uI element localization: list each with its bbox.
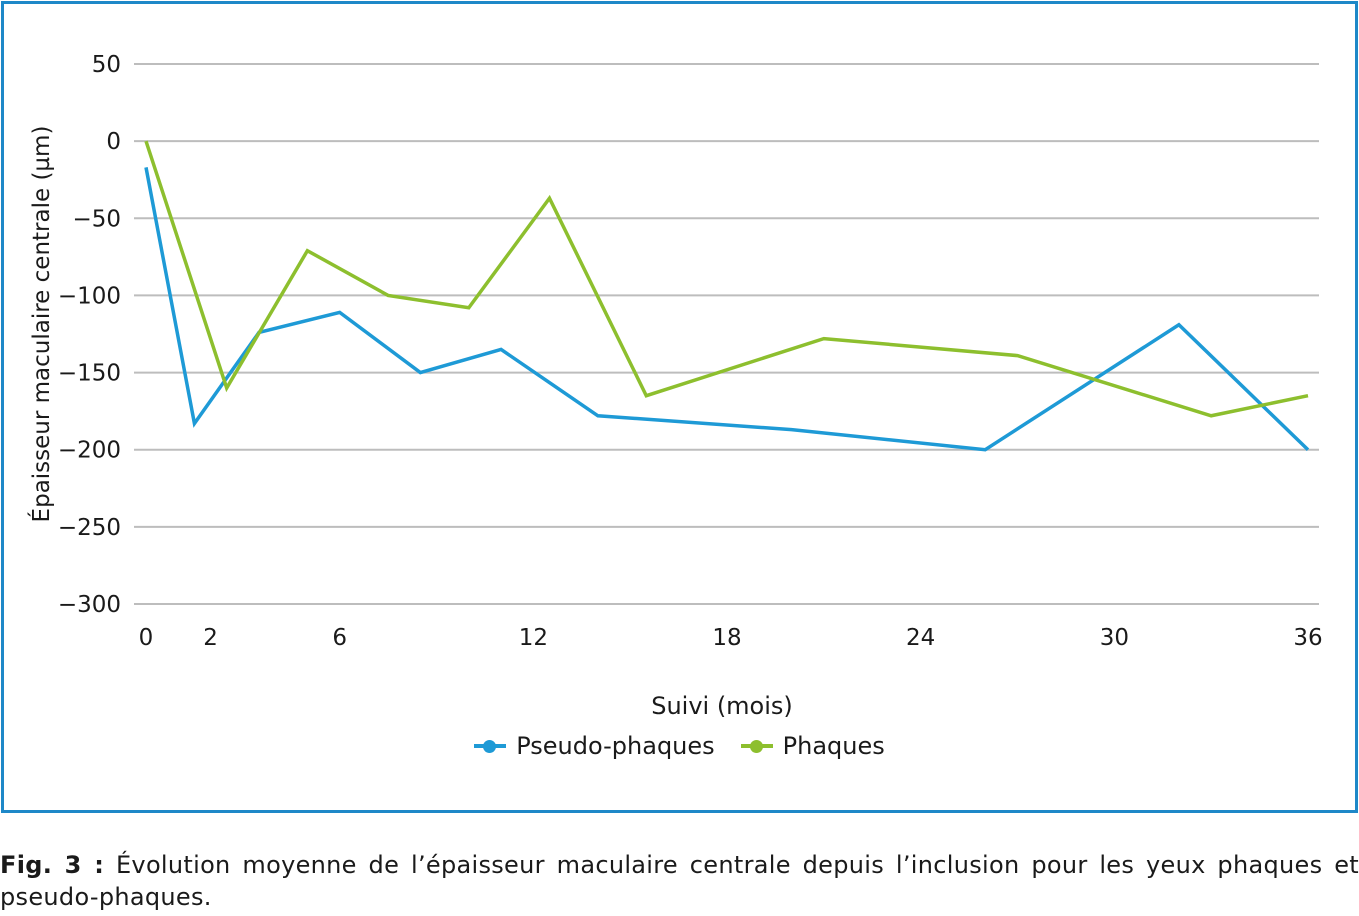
y-tick-label: −150 (58, 361, 121, 387)
y-tick-label: −300 (58, 592, 121, 618)
line-chart: 50 0 −50 −100 −150 −200 −250 −300 0 2 6 12 18 24 30 36… (27, 52, 1323, 720)
caption-text: Évolution moyenne de l’épaisseur maculai… (0, 851, 1359, 911)
x-tick-label: 2 (203, 625, 218, 651)
series-line-pseudo-phaques (144, 167, 1310, 452)
y-tick-label: −200 (58, 438, 121, 464)
x-tick-label: 18 (712, 625, 741, 651)
y-tick-label: −100 (58, 283, 121, 309)
y-tick-label: −50 (72, 206, 121, 232)
y-axis-ticks: 50 0 −50 −100 −150 −200 −250 −300 (58, 52, 121, 618)
x-tick-label: 6 (332, 625, 347, 651)
data-series (144, 140, 1310, 452)
legend-swatch-pseudo-phaques (474, 740, 507, 753)
y-tick-label: 0 (106, 129, 121, 155)
series-line-phaques (144, 140, 1309, 418)
legend-item-phaques: Phaques (740, 732, 885, 760)
legend-label-pseudo-phaques: Pseudo-phaques (516, 732, 715, 760)
x-tick-label: 30 (1100, 625, 1129, 651)
legend-label-phaques: Phaques (782, 732, 885, 760)
y-tick-label: −250 (58, 515, 121, 541)
y-axis-label: Épaisseur maculaire centrale (µm) (27, 126, 55, 523)
x-axis-label: Suivi (mois) (651, 692, 793, 720)
legend-item-pseudo-phaques: Pseudo-phaques (474, 732, 715, 760)
figure-caption: Fig. 3 : Évolution moyenne de l’épaisseu… (0, 849, 1359, 913)
x-tick-label: 24 (906, 625, 935, 651)
x-tick-label: 0 (139, 625, 154, 651)
chart-frame: 50 0 −50 −100 −150 −200 −250 −300 0 2 6 12 18 24 30 36… (1, 1, 1358, 813)
caption-label: Fig. 3 : (0, 851, 105, 879)
y-tick-label: 50 (92, 52, 121, 78)
x-axis-ticks: 0 2 6 12 18 24 30 36 (139, 625, 1323, 651)
x-tick-label: 12 (519, 625, 548, 651)
gridlines (134, 63, 1319, 605)
legend: Pseudo-phaques Phaques (4, 732, 1355, 760)
legend-swatch-phaques (740, 740, 773, 753)
x-tick-label: 36 (1293, 625, 1322, 651)
